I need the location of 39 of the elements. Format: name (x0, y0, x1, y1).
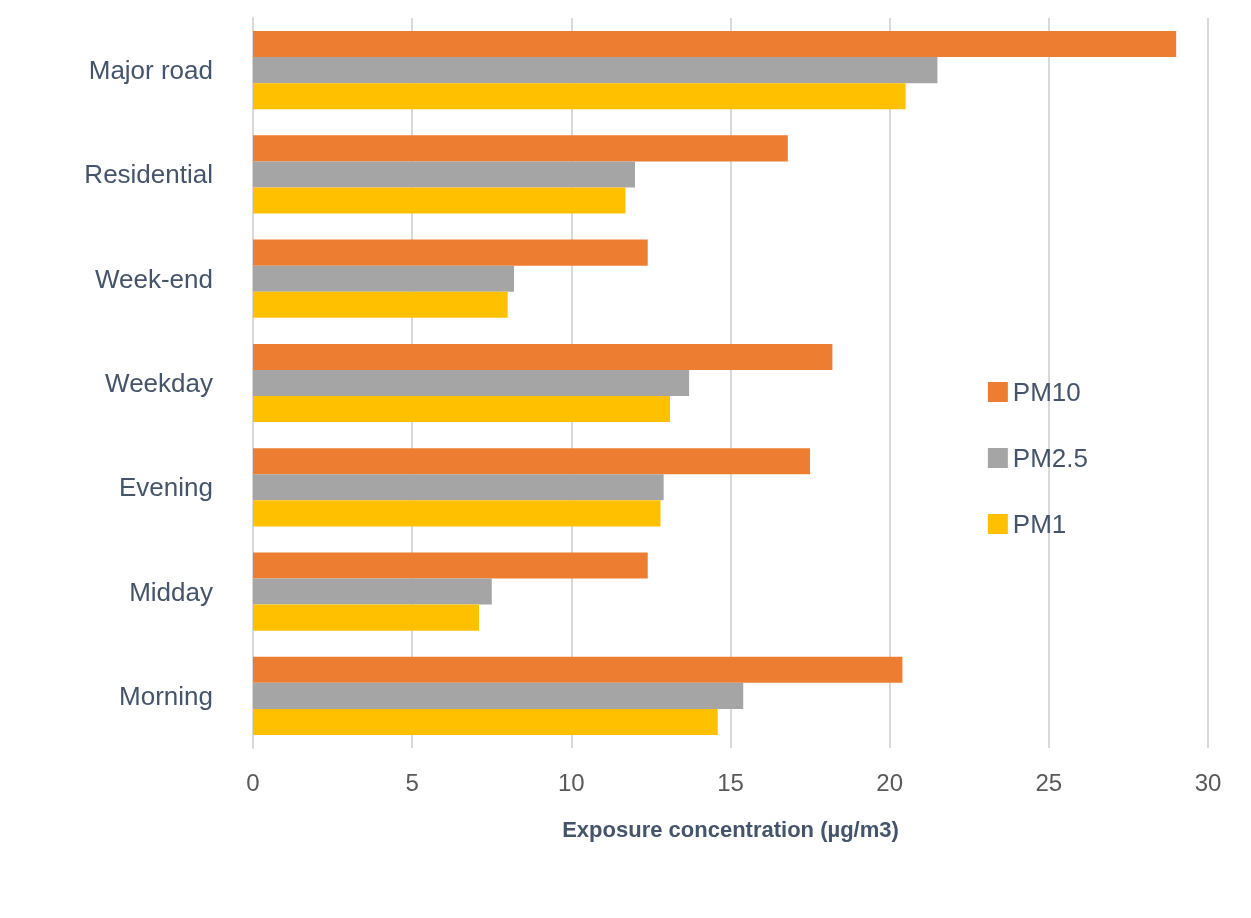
y-tick-label: Evening (119, 472, 213, 503)
bar (253, 265, 515, 292)
y-tick-label: Morning (119, 680, 213, 711)
bar (253, 474, 664, 501)
x-tick-label: 25 (1035, 768, 1063, 796)
bar (253, 369, 690, 397)
bar (253, 343, 833, 370)
legend-label: PM1 (1012, 509, 1067, 539)
bar (253, 187, 626, 214)
y-tick-label: Residential (84, 159, 213, 190)
bar (253, 396, 671, 423)
x-tick-label: 30 (1194, 768, 1222, 796)
bar (253, 552, 648, 579)
bar (253, 682, 744, 709)
legend-label: PM10 (1012, 377, 1081, 407)
x-tick-label: 5 (405, 768, 419, 796)
legend-label: PM2.5 (1012, 443, 1089, 473)
x-tick-label: 10 (557, 768, 585, 796)
bar (253, 135, 788, 162)
bar (253, 57, 938, 84)
y-tick-label: Midday (129, 576, 213, 607)
bar (253, 604, 480, 631)
bar (253, 83, 906, 110)
bar (253, 656, 903, 683)
x-tick-label: 0 (246, 768, 260, 796)
y-tick-label: Week-end (94, 263, 213, 294)
y-tick-label: Weekday (105, 368, 213, 398)
y-tick-label: Major road (88, 55, 213, 86)
x-axis-title: Exposure concentration (µg/m3) (562, 816, 899, 842)
x-tick-label: 20 (876, 768, 904, 796)
x-tick-label: 15 (717, 768, 744, 796)
bar (253, 500, 661, 527)
bar (253, 239, 648, 266)
bar (253, 448, 811, 475)
bar (253, 291, 508, 318)
bar (253, 578, 492, 605)
bar (253, 161, 635, 188)
bar (253, 31, 1177, 58)
bar (253, 708, 718, 735)
